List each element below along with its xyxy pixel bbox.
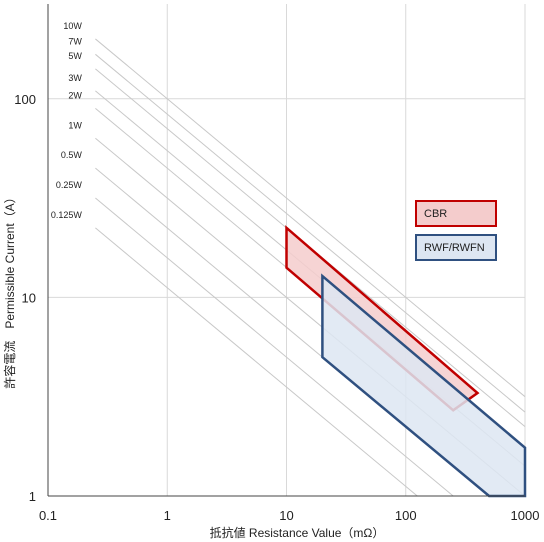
power-line: [95, 227, 418, 497]
y-tick-label: 10: [22, 290, 36, 305]
power-line-label: 10W: [63, 21, 82, 31]
power-line-label: 5W: [68, 51, 82, 61]
power-line: [95, 197, 454, 497]
x-tick-label: 1: [164, 508, 171, 523]
region-rwf-rwfn: [321, 273, 527, 498]
y-tick-label: 100: [14, 92, 36, 107]
power-line-label: 2W: [68, 90, 82, 100]
x-tick-labels: 0.1 1 10 100 1000: [39, 508, 540, 523]
power-line-label: 3W: [68, 73, 82, 83]
x-axis-label: 抵抗値 Resistance Value（mΩ）: [210, 525, 385, 540]
legend-label: CBR: [424, 208, 447, 220]
power-line-label: 1W: [68, 120, 82, 130]
y-tick-labels: 1 10 100: [14, 92, 36, 504]
x-tick-label: 100: [395, 508, 417, 523]
power-line-label: 0.25W: [56, 180, 83, 190]
y-axis-label: 許容電流 Permissible Current（A）: [2, 191, 17, 388]
power-line: [95, 38, 526, 398]
power-line-label: 0.5W: [61, 150, 83, 160]
legend-swatch: [415, 200, 497, 227]
power-line-labels: 10W 7W 5W 3W 2W 1W 0.5W 0.25W 0.125W: [51, 21, 83, 220]
x-tick-label: 10: [279, 508, 293, 523]
legend-swatch: [415, 234, 497, 261]
legend-label: RWF/RWFN: [424, 242, 485, 254]
x-tick-label: 0.1: [39, 508, 57, 523]
legend: CBR RWF/RWFN: [415, 200, 497, 261]
x-tick-label: 1000: [511, 508, 540, 523]
power-line-label: 7W: [68, 36, 82, 46]
power-line-label: 0.125W: [51, 210, 83, 220]
axes: [47, 4, 525, 497]
y-tick-label: 1: [29, 489, 36, 504]
power-line: [95, 53, 526, 413]
